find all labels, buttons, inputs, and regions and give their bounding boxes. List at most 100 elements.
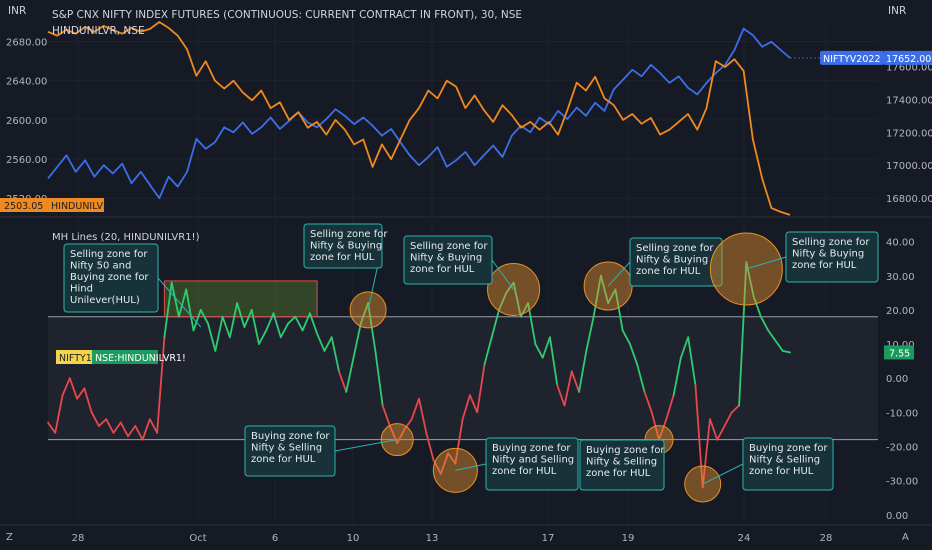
indicator-segment [672,356,682,397]
series-name-tag: NIFTYV2022 [823,54,881,65]
indicator-segment [83,387,93,414]
x-tick-label: 24 [738,533,751,544]
annotation-text: zone for HUL [792,260,857,271]
indicator-segment [396,428,406,444]
indicator-segment [221,315,231,339]
indicator-segment [570,370,580,393]
indicator-segment [134,425,144,441]
annotation-connector [491,259,514,290]
indicator-segment [243,309,253,328]
x-tick-label: Oct [189,533,206,544]
annotation-text: zone for HUL [310,252,375,263]
annotation-text: zone for HUL [586,468,651,479]
annotation-text: Buying zone for [492,443,571,454]
indicator-segment [636,363,646,393]
indicator-segment [556,384,566,407]
indicator-segment [287,315,297,325]
indicator-segment [549,336,559,386]
annotation-box [244,425,336,477]
indicator-segment [781,349,791,354]
indicator-segment [760,315,770,332]
indicator-segment [607,288,617,305]
indicator-segment [439,452,449,475]
indicator-segment [614,288,624,332]
annotation-text: Nifty & Buying [410,253,482,264]
x-tick-label: 28 [820,533,833,544]
indicator-segment [745,261,755,298]
last-value-tag: 17652.00 [886,54,931,65]
indicator-segment [330,336,340,373]
indicator-segment [447,452,457,465]
indicator-segment [47,421,57,434]
indicator-segment [294,315,304,332]
indicator-segment [679,336,690,359]
annotation-text: Selling zone for [636,243,714,254]
indicator-segment [498,291,508,311]
indicator-segment [738,261,748,407]
annotation-text: zone for HUL [492,466,557,477]
indicator-segment [148,418,159,434]
indicator-segment [68,377,78,400]
indicator-segment [236,302,246,328]
last-value-tag: 2503.05 [4,201,43,212]
indicator-segment [76,387,86,400]
annotation-text: Nifty and Selling [492,455,574,466]
indicator-segment [483,336,493,366]
corner-left-label[interactable]: Z [6,532,13,543]
indicator-segment [359,302,369,325]
indicator-segment [701,418,711,489]
annotation-box [485,437,579,491]
annotation-text: Selling zone for [70,249,148,260]
series-line-niftyv2022 [47,27,791,199]
indicator-segment [476,363,486,414]
indicator-segment [61,377,71,397]
annotation-text: Buying zone for [70,272,149,283]
indicator-tick-label: 20.00 [886,306,915,317]
x-tick-label: 10 [347,533,360,544]
last-value-tag-bg [884,50,932,65]
indicator-segment [192,309,202,332]
annotation-text: Nifty 50 and [70,261,131,272]
annotation-text: Nifty & Selling [749,455,820,466]
right-axis-tick-label: 17200.00 [886,128,932,139]
left-axis-tick-label: 2640.00 [6,77,47,88]
indicator-segment [178,288,188,318]
indicator-segment [563,370,573,407]
indicator-segment [694,384,704,489]
indicator-segment [272,312,282,339]
annotation-text: zone for HUL [410,264,475,275]
indicator-segment [323,336,333,352]
annotation-text: Buying zone for [251,431,330,442]
annotation-text: Buying zone for [749,443,828,454]
annotation-connector [746,256,787,270]
indicator-segment [98,418,108,427]
indicator-segment [505,281,515,294]
indicator-segment [629,343,639,366]
indicator-segment [338,370,348,393]
indicator-segment [119,421,129,438]
annotation-text: Nifty & Selling [586,457,657,468]
indicator-tick-label: -30.00 [886,477,918,488]
indicator-segment [621,329,631,345]
indicator-segment [490,309,500,339]
annotation-text: Nifty & Selling [251,443,322,454]
indicator-segment [381,404,391,427]
left-axis-tick-label: 2600.00 [6,116,47,127]
annotation-text: Hind [70,284,93,295]
right-axis-tick-label: 17000.00 [886,161,932,172]
annotation-box [303,223,383,269]
indicator-title: MH Lines (20, HINDUNILVR1!) [52,232,200,243]
indicator-segment [585,315,595,352]
indicator-segment [730,404,740,414]
left-axis-tick-label: 2560.00 [6,155,47,166]
annotation-text: Nifty & Buying [636,255,708,266]
indicator-tick-label: -10.00 [886,408,918,419]
annotation-box [63,243,159,313]
indicator-segment [105,418,115,434]
corner-right-label[interactable]: A [902,532,909,543]
indicator-segment [250,309,260,345]
indicator-segment [308,312,319,335]
indicator-value-tag-bg [884,345,914,360]
indicator-segment [454,418,464,465]
